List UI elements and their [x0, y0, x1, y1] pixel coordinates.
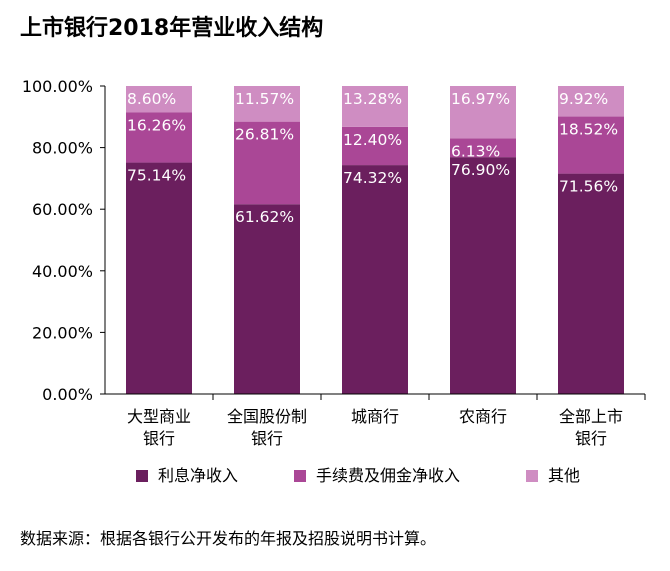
chart-title: 上市银行2018年营业收入结构 — [20, 16, 324, 41]
bar-segment — [126, 86, 192, 113]
category-label: 城商行 — [351, 407, 399, 426]
bar-segment — [342, 86, 408, 127]
y-tick-label: 0.00% — [42, 385, 93, 404]
bar-segment — [558, 173, 624, 394]
y-tick-label: 100.00% — [22, 77, 93, 96]
data-label: 74.32% — [343, 169, 402, 187]
y-tick-label: 40.00% — [32, 262, 93, 281]
bar-segment — [234, 121, 300, 205]
y-tick-label: 20.00% — [32, 323, 93, 342]
data-label: 61.62% — [235, 208, 294, 226]
data-label: 11.57% — [235, 90, 294, 108]
category-label: 大型商业银行 — [127, 407, 191, 448]
data-label: 71.56% — [559, 178, 618, 196]
data-label: 76.90% — [451, 161, 510, 179]
bar-segment — [234, 204, 300, 394]
data-label: 16.26% — [127, 116, 186, 134]
bar-segment — [450, 157, 516, 394]
legend-label: 利息净收入 — [158, 466, 238, 485]
bar-segment — [342, 165, 408, 394]
bar-segment — [450, 86, 516, 139]
legend: 利息净收入 手续费及佣金净收入 其他 — [136, 466, 580, 485]
category-label: 全国股份制银行 — [227, 407, 307, 448]
category-label: 全部上市银行 — [559, 407, 623, 448]
bars: 75.14% 16.26% 8.60% 61.62% 26.81% 11.57% 74.32… — [126, 86, 624, 394]
y-tick-label: 80.00% — [32, 139, 93, 158]
data-label: 26.81% — [235, 126, 294, 144]
data-label: 75.14% — [127, 167, 186, 185]
data-label: 18.52% — [559, 121, 618, 139]
bar-segment — [126, 112, 192, 163]
y-axis: 0.00% 20.00% 40.00% 60.00% 80.00% 100.00% — [22, 77, 106, 404]
bar-segment — [234, 86, 300, 122]
legend-swatch — [136, 470, 148, 482]
data-label: 16.97% — [451, 90, 510, 108]
bar-segment — [450, 138, 516, 158]
legend-swatch — [526, 470, 538, 482]
bar-segment — [558, 116, 624, 174]
bar-segment — [558, 86, 624, 117]
source-note: 数据来源：根据各银行公开发布的年报及招股说明书计算。 — [20, 529, 437, 548]
data-label: 6.13% — [451, 142, 500, 160]
category-label: 农商行 — [459, 407, 507, 426]
data-label: 9.92% — [559, 90, 608, 108]
bar-segment — [126, 162, 192, 394]
data-label: 13.28% — [343, 90, 402, 108]
legend-swatch — [294, 470, 306, 482]
data-label: 12.40% — [343, 131, 402, 149]
data-label: 8.60% — [127, 90, 176, 108]
bar-segment — [342, 126, 408, 166]
legend-label: 手续费及佣金净收入 — [316, 466, 460, 485]
legend-label: 其他 — [548, 466, 580, 485]
y-tick-label: 60.00% — [32, 200, 93, 219]
